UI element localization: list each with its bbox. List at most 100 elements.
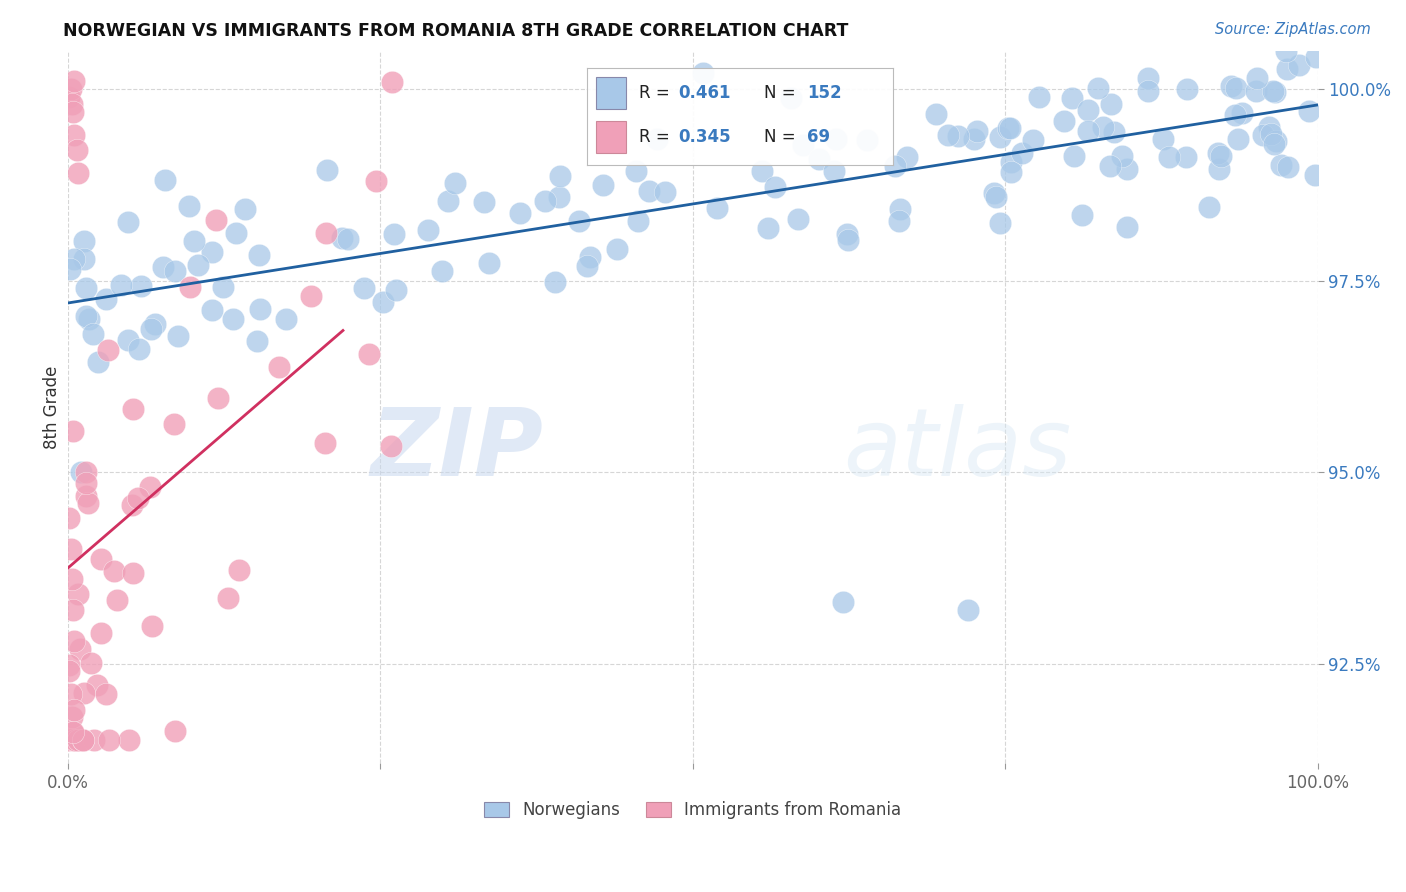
Point — [63, 733, 86, 747]
Point — [366, 174, 388, 188]
Point — [315, 227, 337, 241]
Point — [63, 252, 86, 266]
Point — [274, 312, 297, 326]
Point — [204, 213, 226, 227]
Point — [606, 242, 628, 256]
Point — [706, 201, 728, 215]
Point — [1175, 82, 1198, 96]
Point — [889, 202, 911, 216]
Point — [103, 564, 125, 578]
Point — [1000, 154, 1022, 169]
Point — [59, 82, 82, 96]
Point — [69, 733, 91, 747]
Point — [478, 255, 501, 269]
Point — [1264, 85, 1286, 99]
Point — [58, 511, 80, 525]
Point — [430, 264, 453, 278]
Point — [592, 178, 614, 192]
Point — [1275, 62, 1298, 77]
Point — [207, 391, 229, 405]
Point — [75, 476, 97, 491]
Point — [58, 657, 80, 672]
Point — [98, 732, 121, 747]
Point — [1303, 168, 1326, 182]
Point — [1175, 150, 1198, 164]
Point — [763, 180, 786, 194]
Point — [117, 215, 139, 229]
Point — [509, 206, 531, 220]
Point — [835, 227, 858, 241]
Point — [1071, 207, 1094, 221]
Text: NORWEGIAN VS IMMIGRANTS FROM ROMANIA 8TH GRADE CORRELATION CHART: NORWEGIAN VS IMMIGRANTS FROM ROMANIA 8TH… — [63, 22, 849, 40]
Point — [1244, 84, 1267, 98]
Point — [1267, 5, 1289, 20]
Point — [1152, 132, 1174, 146]
Point — [63, 733, 86, 747]
Point — [73, 234, 96, 248]
Point — [69, 641, 91, 656]
Point — [332, 231, 354, 245]
Point — [966, 124, 988, 138]
Text: ZIP: ZIP — [370, 404, 543, 496]
Point — [1099, 160, 1122, 174]
Point — [1208, 161, 1230, 176]
Point — [808, 152, 831, 166]
Point — [997, 121, 1019, 136]
Point — [1077, 124, 1099, 138]
Point — [75, 490, 97, 504]
Point — [163, 417, 186, 431]
Point — [233, 202, 256, 216]
Point — [568, 214, 591, 228]
Point — [269, 359, 291, 374]
Point — [780, 91, 803, 105]
Point — [1261, 84, 1284, 98]
Point — [105, 592, 128, 607]
Point — [925, 107, 948, 121]
Point — [654, 185, 676, 199]
Point — [56, 733, 79, 747]
Point — [638, 184, 661, 198]
Point — [1136, 71, 1159, 86]
Point — [1208, 146, 1230, 161]
Point — [63, 633, 86, 648]
Point — [82, 327, 104, 342]
Point — [579, 250, 602, 264]
Point — [823, 164, 845, 178]
Point — [129, 279, 152, 293]
Point — [1157, 150, 1180, 164]
Point — [67, 166, 90, 180]
Point — [645, 132, 668, 146]
Point — [59, 261, 82, 276]
Point — [122, 402, 145, 417]
Point — [97, 343, 120, 357]
Point — [1260, 127, 1282, 141]
Point — [575, 259, 598, 273]
Point — [299, 289, 322, 303]
Point — [1111, 149, 1133, 163]
Point — [1277, 160, 1299, 174]
Point — [1246, 70, 1268, 85]
Point — [165, 724, 187, 739]
Point — [127, 491, 149, 505]
Point — [624, 163, 647, 178]
Point — [792, 138, 814, 153]
Point — [938, 128, 960, 142]
Point — [58, 664, 80, 678]
Point — [337, 232, 360, 246]
Point — [75, 281, 97, 295]
Point — [988, 129, 1011, 144]
Point — [128, 343, 150, 357]
Point — [58, 89, 80, 103]
Text: Source: ZipAtlas.com: Source: ZipAtlas.com — [1215, 22, 1371, 37]
Point — [983, 186, 1005, 200]
Point — [76, 496, 98, 510]
Point — [201, 302, 224, 317]
Point — [222, 312, 245, 326]
Point — [183, 234, 205, 248]
Point — [1115, 162, 1137, 177]
Point — [1208, 13, 1230, 28]
Point — [62, 105, 84, 120]
Point — [353, 281, 375, 295]
Point — [1251, 128, 1274, 142]
Point — [79, 311, 101, 326]
